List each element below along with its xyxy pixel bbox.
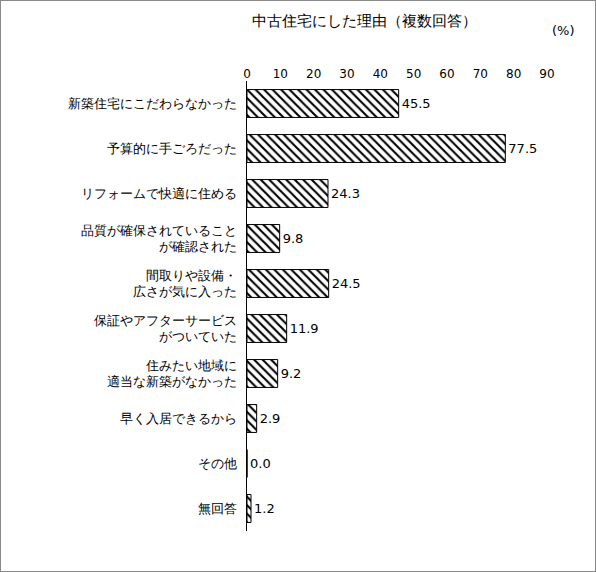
svg-text:0.0: 0.0 — [250, 456, 271, 471]
svg-text:90: 90 — [539, 67, 554, 81]
svg-text:早く入居できるから: 早く入居できるから — [120, 411, 237, 426]
svg-text:30: 30 — [339, 67, 354, 81]
svg-text:間取りや設備・広さが気に入った: 間取りや設備・広さが気に入った — [133, 268, 237, 300]
svg-text:9.2: 9.2 — [281, 366, 302, 381]
svg-text:無回答: 無回答 — [198, 501, 237, 516]
svg-text:2.9: 2.9 — [260, 411, 281, 426]
svg-text:予算的に手ごろだった: 予算的に手ごろだった — [107, 141, 237, 156]
svg-text:20: 20 — [306, 67, 321, 81]
svg-text:その他: その他 — [198, 456, 237, 471]
svg-text:1.2: 1.2 — [254, 501, 275, 516]
svg-text:70: 70 — [473, 67, 488, 81]
svg-text:45.5: 45.5 — [402, 96, 431, 111]
svg-text:(%): (%) — [552, 23, 575, 38]
svg-text:40: 40 — [373, 67, 388, 81]
svg-text:80: 80 — [506, 67, 521, 81]
svg-text:77.5: 77.5 — [508, 141, 537, 156]
svg-text:リフォームで快適に住める: リフォームで快適に住める — [81, 186, 237, 201]
svg-text:中古住宅にした理由（複数回答）: 中古住宅にした理由（複数回答） — [252, 12, 477, 30]
svg-text:60: 60 — [439, 67, 454, 81]
svg-text:住みたい地域に適当な新築がなかった: 住みたい地域に適当な新築がなかった — [107, 358, 237, 390]
svg-text:11.9: 11.9 — [290, 321, 319, 336]
svg-text:24.3: 24.3 — [331, 186, 360, 201]
svg-text:品質が確保されていることが確認された: 品質が確保されていることが確認された — [81, 223, 237, 255]
svg-text:9.8: 9.8 — [283, 231, 304, 246]
svg-text:新築住宅にこだわらなかった: 新築住宅にこだわらなかった — [68, 96, 237, 111]
svg-text:10: 10 — [273, 67, 288, 81]
svg-text:保証やアフターサービスがついていた: 保証やアフターサービスがついていた — [94, 313, 237, 345]
svg-text:0: 0 — [243, 67, 251, 81]
svg-text:24.5: 24.5 — [332, 276, 361, 291]
svg-text:50: 50 — [406, 67, 421, 81]
